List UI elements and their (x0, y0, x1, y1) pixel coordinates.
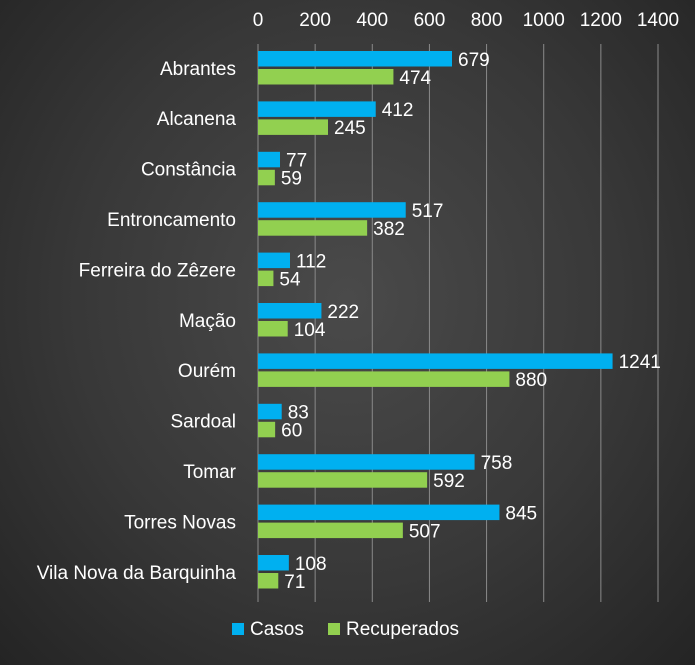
category-label: Entroncamento (107, 210, 236, 231)
category-labels: Abrantes Alcanena Constância Entroncamento F… (37, 59, 237, 584)
data-label: 1241 (619, 352, 661, 373)
data-label: 382 (373, 219, 405, 240)
bars (258, 51, 613, 589)
bar-casos (258, 151, 280, 168)
bar-recuperados (258, 522, 403, 539)
x-tick-label: 1000 (523, 10, 565, 31)
category-label: Mação (179, 311, 236, 332)
legend-swatch (328, 623, 340, 635)
bar-recuperados (258, 119, 328, 135)
x-tick-label: 1200 (580, 10, 622, 31)
data-label: 474 (399, 68, 431, 89)
data-label: 679 (458, 50, 490, 71)
x-axis-ticks: 0 200 400 600 800 1000 1200 1400 (253, 10, 679, 31)
bar-recuperados (258, 421, 276, 438)
bar-casos (258, 454, 475, 470)
bar-recuperados (258, 169, 275, 186)
bar-recuperados (258, 472, 428, 488)
bar-casos (258, 555, 289, 571)
grid-lines (257, 44, 659, 602)
category-label: Constância (141, 160, 236, 181)
legend-swatch (232, 623, 244, 635)
bar-casos (258, 202, 406, 218)
data-label: 60 (281, 421, 302, 442)
data-label: 592 (433, 471, 465, 492)
data-label: 222 (327, 302, 359, 323)
bar-recuperados (258, 371, 510, 387)
data-label: 59 (281, 169, 302, 190)
category-label: Torres Novas (124, 512, 236, 533)
x-tick-label: 0 (253, 10, 264, 31)
bar-recuperados (258, 220, 368, 236)
category-label: Vila Nova da Barquinha (37, 563, 237, 584)
data-label: 758 (481, 453, 513, 474)
data-label: 880 (515, 370, 547, 391)
category-label: Alcanena (157, 109, 237, 130)
data-label: 54 (279, 269, 301, 290)
data-label: 108 (295, 554, 327, 575)
bar-casos (258, 353, 613, 369)
category-label: Ferreira do Zêzere (79, 260, 236, 281)
legend-label: Recuperados (346, 619, 459, 640)
bar-recuperados (258, 321, 288, 337)
data-label: 507 (409, 521, 441, 542)
x-tick-label: 800 (471, 10, 503, 31)
legend-label: Casos (250, 619, 304, 640)
category-label: Ourém (178, 361, 236, 382)
x-tick-label: 200 (299, 10, 331, 31)
bar-casos (258, 504, 500, 521)
data-label: 104 (294, 320, 326, 341)
data-label: 112 (296, 251, 326, 272)
data-label: 245 (334, 118, 366, 139)
x-tick-label: 600 (414, 10, 446, 31)
bar-recuperados (258, 270, 274, 287)
bar-casos (258, 303, 322, 319)
data-label: 83 (288, 403, 309, 424)
x-tick-label: 1400 (637, 10, 679, 31)
data-label: 71 (284, 572, 305, 593)
bar-casos (258, 252, 290, 269)
data-label: 845 (505, 503, 537, 524)
category-label: Abrantes (160, 59, 236, 80)
bar-casos (258, 51, 452, 67)
data-label: 517 (412, 201, 444, 222)
category-label: Tomar (183, 462, 236, 483)
data-label: 77 (286, 151, 307, 172)
x-tick-label: 400 (356, 10, 388, 31)
legend: Casos Recuperados (232, 619, 459, 640)
bar-recuperados (258, 69, 394, 85)
category-label: Sardoal (171, 412, 237, 433)
bar-casos (258, 403, 282, 420)
data-label: 412 (382, 100, 414, 121)
bar-recuperados (258, 573, 279, 589)
bar-casos (258, 101, 376, 117)
